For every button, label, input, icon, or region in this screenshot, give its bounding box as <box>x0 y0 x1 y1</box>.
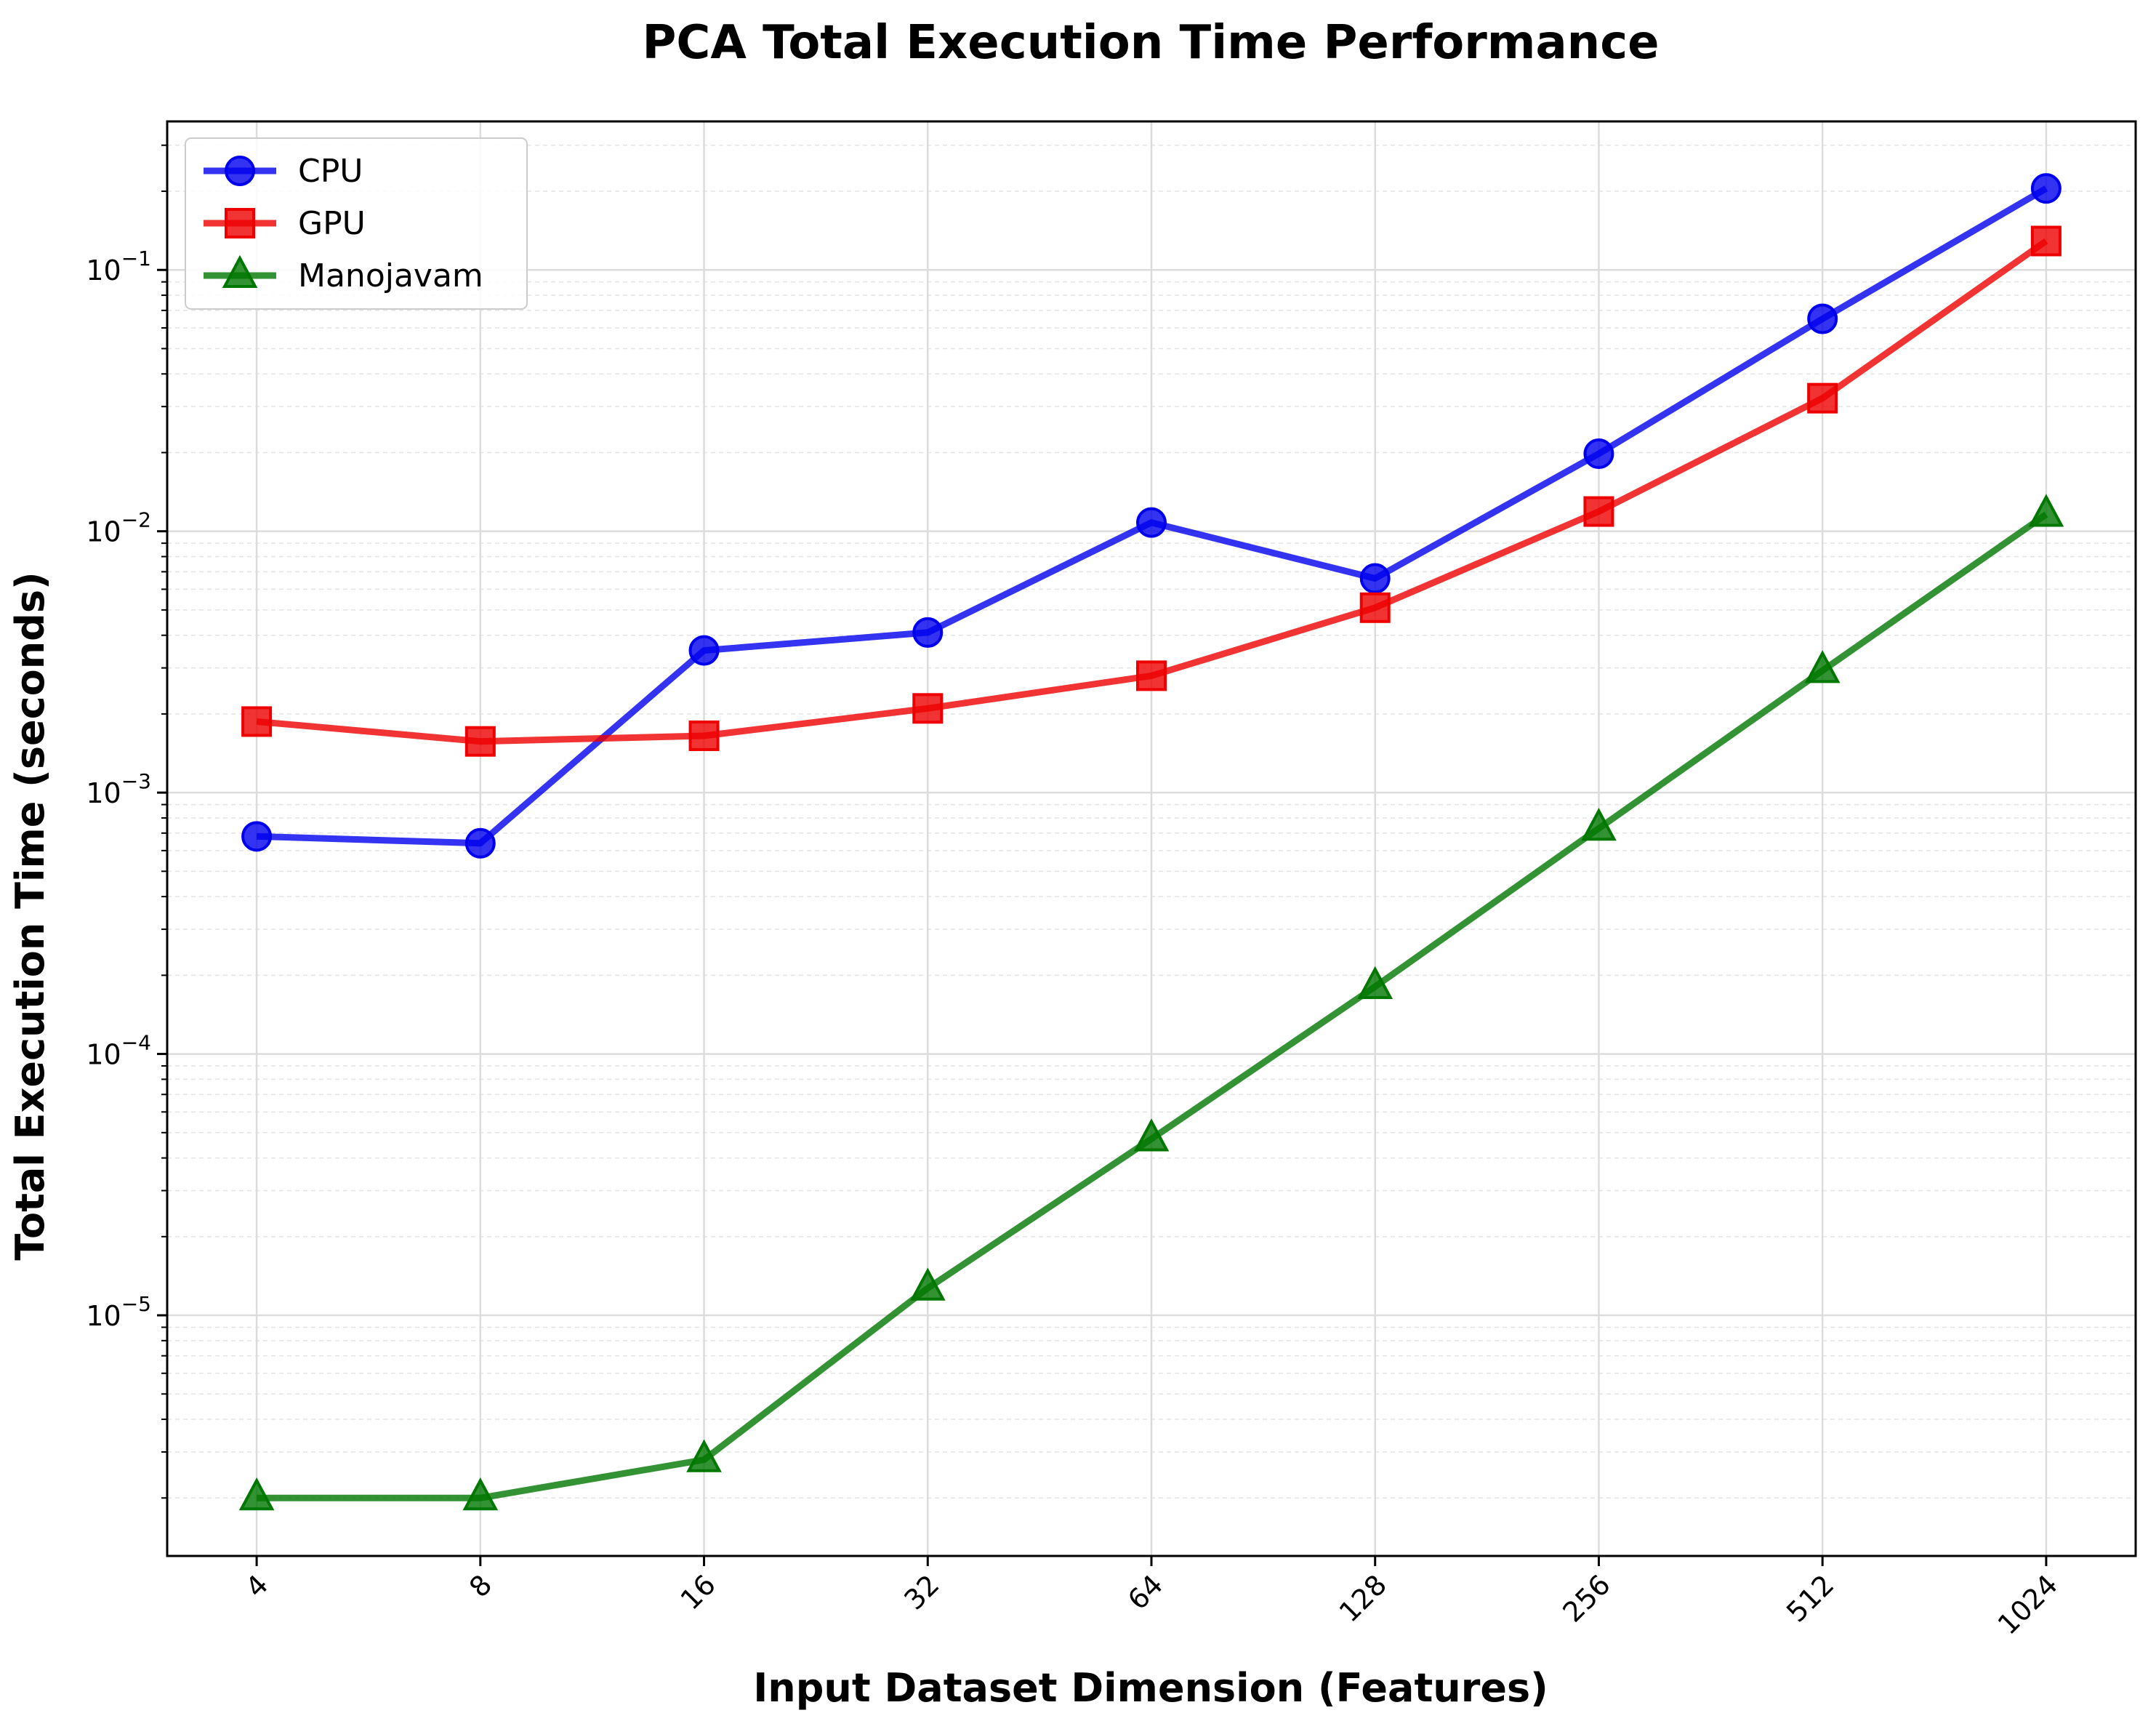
data-point-manojavam <box>1133 1118 1170 1152</box>
data-point-manojavam <box>909 1267 946 1301</box>
legend-marker-manojavam <box>222 254 258 288</box>
series-gpu <box>241 225 2062 757</box>
y-tick-label: 10−5 <box>86 1292 151 1332</box>
y-tick-label: 10−2 <box>86 508 151 548</box>
data-point-cpu <box>912 617 944 648</box>
data-point-gpu <box>2030 225 2062 257</box>
data-point-cpu <box>1807 303 1838 334</box>
data-point-cpu <box>2030 173 2062 204</box>
series-manojavam <box>238 494 2064 1511</box>
legend: CPU GPU Manojavam <box>185 137 528 310</box>
y-axis-label: Total Execution Time (seconds) <box>7 571 53 1260</box>
y-tick-label: 10−1 <box>86 246 151 286</box>
data-point-gpu <box>241 706 273 737</box>
data-point-cpu <box>1583 438 1614 470</box>
data-point-gpu <box>688 720 720 751</box>
data-point-cpu <box>241 821 273 852</box>
data-point-cpu <box>688 635 720 666</box>
x-axis-label: Input Dataset Dimension (Features) <box>753 1665 1548 1711</box>
chart-title: PCA Total Execution Time Performance <box>642 16 1659 70</box>
legend-label-gpu: GPU <box>298 205 366 242</box>
data-point-manojavam <box>1581 808 1617 841</box>
series-layer <box>238 173 2064 1511</box>
data-point-manojavam <box>1357 966 1393 999</box>
data-point-gpu <box>912 693 944 724</box>
data-point-manojavam <box>238 1477 275 1511</box>
data-point-manojavam <box>2028 494 2064 527</box>
data-point-cpu <box>1136 507 1167 538</box>
data-point-manojavam <box>1804 650 1841 683</box>
series-cpu <box>241 173 2062 859</box>
y-tick-label: 10−3 <box>86 769 151 809</box>
data-point-gpu <box>1583 496 1614 527</box>
legend-marker-cpu <box>225 156 255 186</box>
legend-label-manojavam: Manojavam <box>298 257 483 294</box>
y-tick-label: 10−4 <box>86 1031 151 1071</box>
data-point-cpu <box>464 827 496 859</box>
data-point-manojavam <box>462 1477 499 1511</box>
legend-box <box>185 137 528 310</box>
legend-marker-gpu <box>225 208 255 238</box>
data-point-manojavam <box>686 1439 722 1472</box>
data-point-gpu <box>1136 660 1167 691</box>
legend-label-cpu: CPU <box>298 153 363 190</box>
data-point-cpu <box>1359 563 1391 594</box>
data-point-gpu <box>1807 382 1838 414</box>
data-point-gpu <box>1359 592 1391 623</box>
data-point-gpu <box>464 726 496 757</box>
